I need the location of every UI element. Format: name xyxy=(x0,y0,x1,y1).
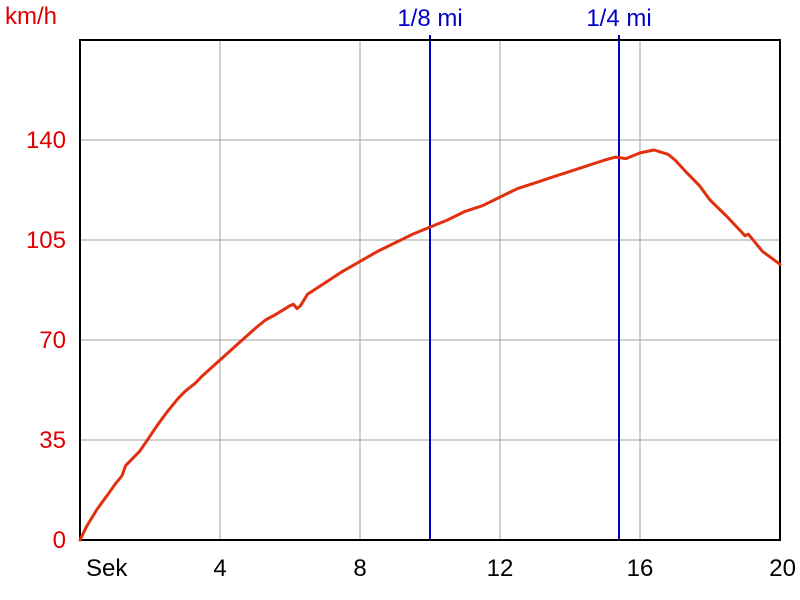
marker-label-0: 1/8 mi xyxy=(397,5,462,32)
y-tick-label-2: 70 xyxy=(39,327,66,354)
y-axis-label: km/h xyxy=(5,3,57,30)
x-tick-label-3: 12 xyxy=(487,555,514,582)
x-tick-labels: Sek 4 8 12 16 20 xyxy=(86,555,796,582)
series-line-0 xyxy=(78,148,782,542)
x-tick-label-0: Sek xyxy=(86,555,128,582)
x-tick-label-2: 8 xyxy=(353,555,366,582)
speed-series xyxy=(78,148,782,542)
y-tick-label-4: 140 xyxy=(26,127,66,154)
y-tick-labels: 0 35 70 105 140 xyxy=(26,127,66,554)
y-tick-label-0: 0 xyxy=(53,527,66,554)
y-tick-label-1: 35 xyxy=(39,427,66,454)
x-tick-label-4: 16 xyxy=(627,555,654,582)
plot-area-frame xyxy=(79,39,781,541)
x-tick-label-1: 4 xyxy=(213,555,226,582)
y-tick-label-3: 105 xyxy=(26,227,66,254)
marker-label-1: 1/4 mi xyxy=(586,5,651,32)
x-tick-label-5: 20 xyxy=(769,555,796,582)
distance-markers: 1/8 mi 1/4 mi xyxy=(397,5,652,540)
